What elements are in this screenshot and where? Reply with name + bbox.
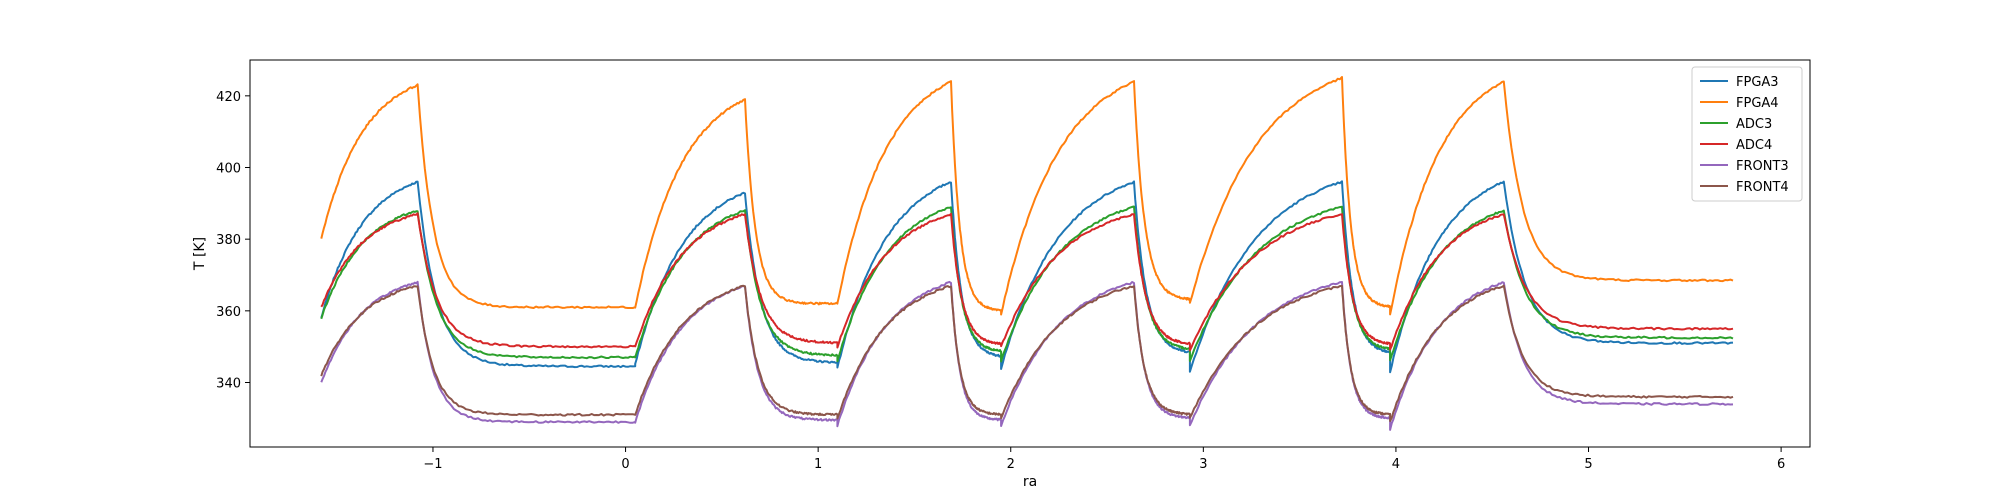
y-tick-label: 340 [216,377,241,392]
series-lines [320,76,1734,431]
series-line-fpga4 [320,76,1734,316]
plot-frame [249,59,1811,448]
y-tick-label: 380 [216,233,241,248]
series-line-front4 [320,284,1734,422]
legend-entry: FPGA3 [1736,75,1779,90]
legend-entry: FRONT3 [1736,159,1789,174]
x-tick-label: 5 [1584,457,1592,472]
x-tick-label: 1 [814,457,822,472]
legend-box [1691,66,1803,202]
legend-entry: FRONT4 [1736,180,1789,195]
legend: FPGA3 FPGA4 ADC3 ADC4 FRONT3 FRONT4 [1691,66,1803,202]
x-tick-label: 4 [1392,457,1400,472]
x-tick-label: 2 [1007,457,1015,472]
x-tick-label: 3 [1199,457,1207,472]
x-axis: −1 0 1 2 3 4 5 6 [423,447,1785,472]
x-tick-label: 0 [621,457,629,472]
y-axis-label: T [K] [192,237,208,271]
y-tick-label: 420 [216,90,241,105]
x-tick-label: 6 [1777,457,1785,472]
series-line-adc4 [320,212,1734,352]
legend-entry: FPGA4 [1736,96,1779,111]
y-tick-label: 400 [216,162,241,177]
y-tick-label: 360 [216,305,241,320]
y-axis: 340 360 380 400 420 [216,90,250,392]
x-tick-label: −1 [423,457,442,472]
legend-entry: ADC3 [1736,117,1772,132]
legend-entry: ADC4 [1736,138,1772,153]
x-axis-label: ra [1023,474,1037,490]
